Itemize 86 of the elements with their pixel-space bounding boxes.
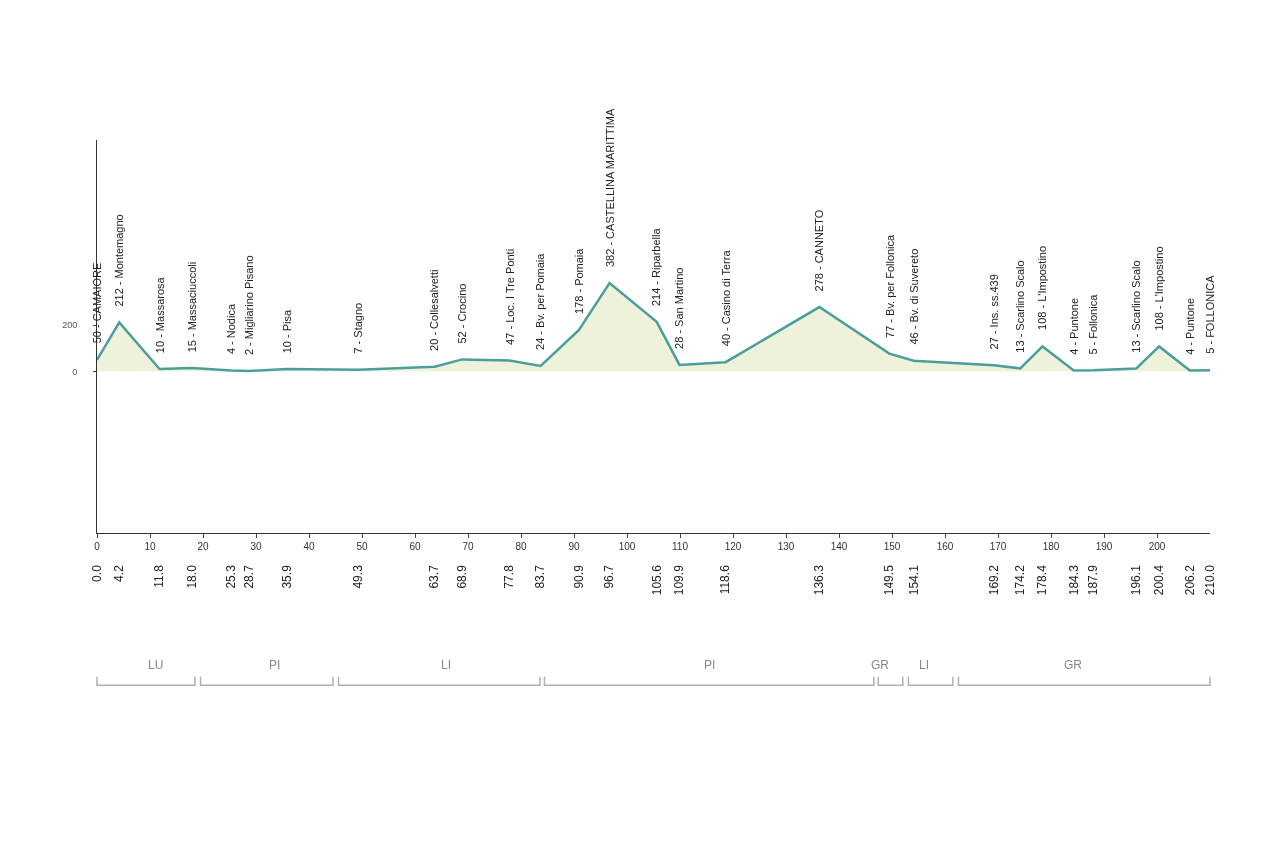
x2-tick-label: 49.3 (351, 564, 366, 589)
x-tick-label: 110 (672, 541, 689, 553)
annotation: 15 - Massaciuccoli (186, 261, 199, 353)
x2-tick-label: 118.6 (718, 564, 733, 595)
x-tick-label: 120 (724, 541, 742, 553)
x-tick-label: 50 (356, 541, 368, 553)
x2-tick-label: 28.7 (242, 564, 257, 589)
x2-tick-label: 169.2 (986, 564, 1001, 596)
annotation: 178 - Pomaia (572, 247, 585, 314)
x-tick-label: 20 (197, 541, 209, 553)
annotation: 108 - L'Impostino (1036, 245, 1049, 330)
x2-tick-label: 206.2 (1182, 564, 1197, 596)
annotation: 382 - CASTELLINA MARITTIMA (604, 108, 616, 268)
x2-tick-label: 68.9 (455, 564, 470, 589)
x-tick-label: 170 (989, 541, 1007, 553)
x2-tick-label: 136.3 (812, 564, 827, 596)
x-tick-label: 90 (568, 541, 580, 553)
x2-tick-label: 149.5 (882, 564, 897, 596)
x-tick-label: 10 (144, 541, 156, 553)
text: GR (871, 658, 890, 672)
x-tick-label: 180 (1042, 541, 1060, 553)
text: LU (148, 658, 164, 672)
annotation: 10 - Pisa (281, 309, 294, 354)
text: GR (1064, 658, 1083, 672)
x2-tick-label: 210.0 (1202, 564, 1217, 596)
x-tick-label: 140 (830, 541, 848, 553)
x-tick-label: 0 (94, 541, 101, 553)
x2-tick-label: 63.7 (427, 564, 442, 589)
text: PI (704, 658, 716, 672)
annotation: 214 - Riparbella (650, 227, 663, 307)
annotation: 4 - Puntone (1067, 297, 1080, 355)
annotation: 10 - Massarosa (153, 276, 166, 354)
x2-tick-label: 178.4 (1035, 564, 1050, 596)
x2-tick-label: 96.7 (602, 564, 617, 589)
x-tick-label: 40 (303, 541, 315, 553)
x2-tick-label: 184.3 (1066, 564, 1081, 596)
x-tick-label: 190 (1095, 541, 1113, 553)
annotation: 52 - Crocino (455, 283, 468, 344)
annotation: 46 - Bv. di Suvereto (907, 248, 920, 345)
x-tick-label: 100 (618, 541, 636, 553)
annotation: 2 - Migliarino Pisano (243, 255, 256, 356)
annotation: 5 - FOLLONICA (1204, 274, 1217, 354)
annotation: 13 - Scarlino Scalo (1013, 260, 1026, 353)
annotation: 108 - L'Impostino (1152, 246, 1165, 331)
x2-tick-label: 200.4 (1152, 564, 1167, 596)
annotation: 27 - Ins. ss.439 (988, 274, 1001, 350)
x2-tick-label: 4.2 (112, 564, 127, 582)
annotation: 7 - Stagno (352, 302, 364, 354)
text: LI (919, 658, 930, 672)
annotation: 24 - Bv. per Pomaia (534, 252, 547, 350)
annotation: 28 - San Martino (673, 267, 686, 349)
x2-tick-label: 83.7 (533, 564, 548, 589)
x2-tick-label: 105.6 (649, 564, 664, 596)
annotation: 4 - Nodica (225, 303, 238, 355)
x-tick-label: 30 (250, 541, 262, 553)
annotation: 212 - Montemagno (112, 214, 125, 307)
annotation: 77 - Bv. per Follonica (883, 233, 896, 338)
annotation: 13 - Scarlino Scalo (1129, 260, 1142, 353)
x2-tick-label: 11.8 (152, 564, 167, 588)
x2-tick-label: 174.2 (1013, 564, 1028, 596)
x-tick-label: 200 (1148, 541, 1166, 553)
annotation: 4 - Puntone (1183, 297, 1196, 355)
x2-tick-label: 77.8 (502, 564, 517, 589)
text: LI (441, 658, 452, 672)
x-tick-label: 80 (515, 541, 527, 553)
x2-tick-label: 25.3 (223, 564, 238, 589)
x2-tick-label: 196.1 (1129, 564, 1144, 596)
x-tick-label: 150 (883, 541, 901, 553)
x2-tick-label: 35.9 (280, 564, 295, 589)
x-tick-label: 130 (777, 541, 795, 553)
annotation: 40 - Casino di Terra (719, 249, 732, 347)
annotation: 50 - CAMAIORE (90, 262, 103, 344)
annotation: 5 - Follonica (1087, 293, 1100, 355)
x-tick-label: 70 (462, 541, 474, 553)
x-tick-label: 160 (936, 541, 954, 553)
text: PI (269, 658, 281, 672)
x2-tick-label: 109.9 (672, 564, 687, 596)
annotation: 20 - Collesalvetti (428, 269, 441, 351)
x2-tick-label: 154.1 (906, 564, 921, 596)
x2-tick-label: 187.9 (1085, 564, 1100, 596)
annotation: 278 - CANNETO (813, 209, 826, 292)
x2-tick-label: 90.9 (571, 564, 586, 589)
x2-tick-label: 18.0 (185, 564, 200, 589)
annotation: 47 - Loc. I Tre Ponti (503, 248, 516, 345)
x-tick-label: 60 (409, 541, 421, 553)
x2-tick-label: 0.0 (89, 564, 104, 582)
